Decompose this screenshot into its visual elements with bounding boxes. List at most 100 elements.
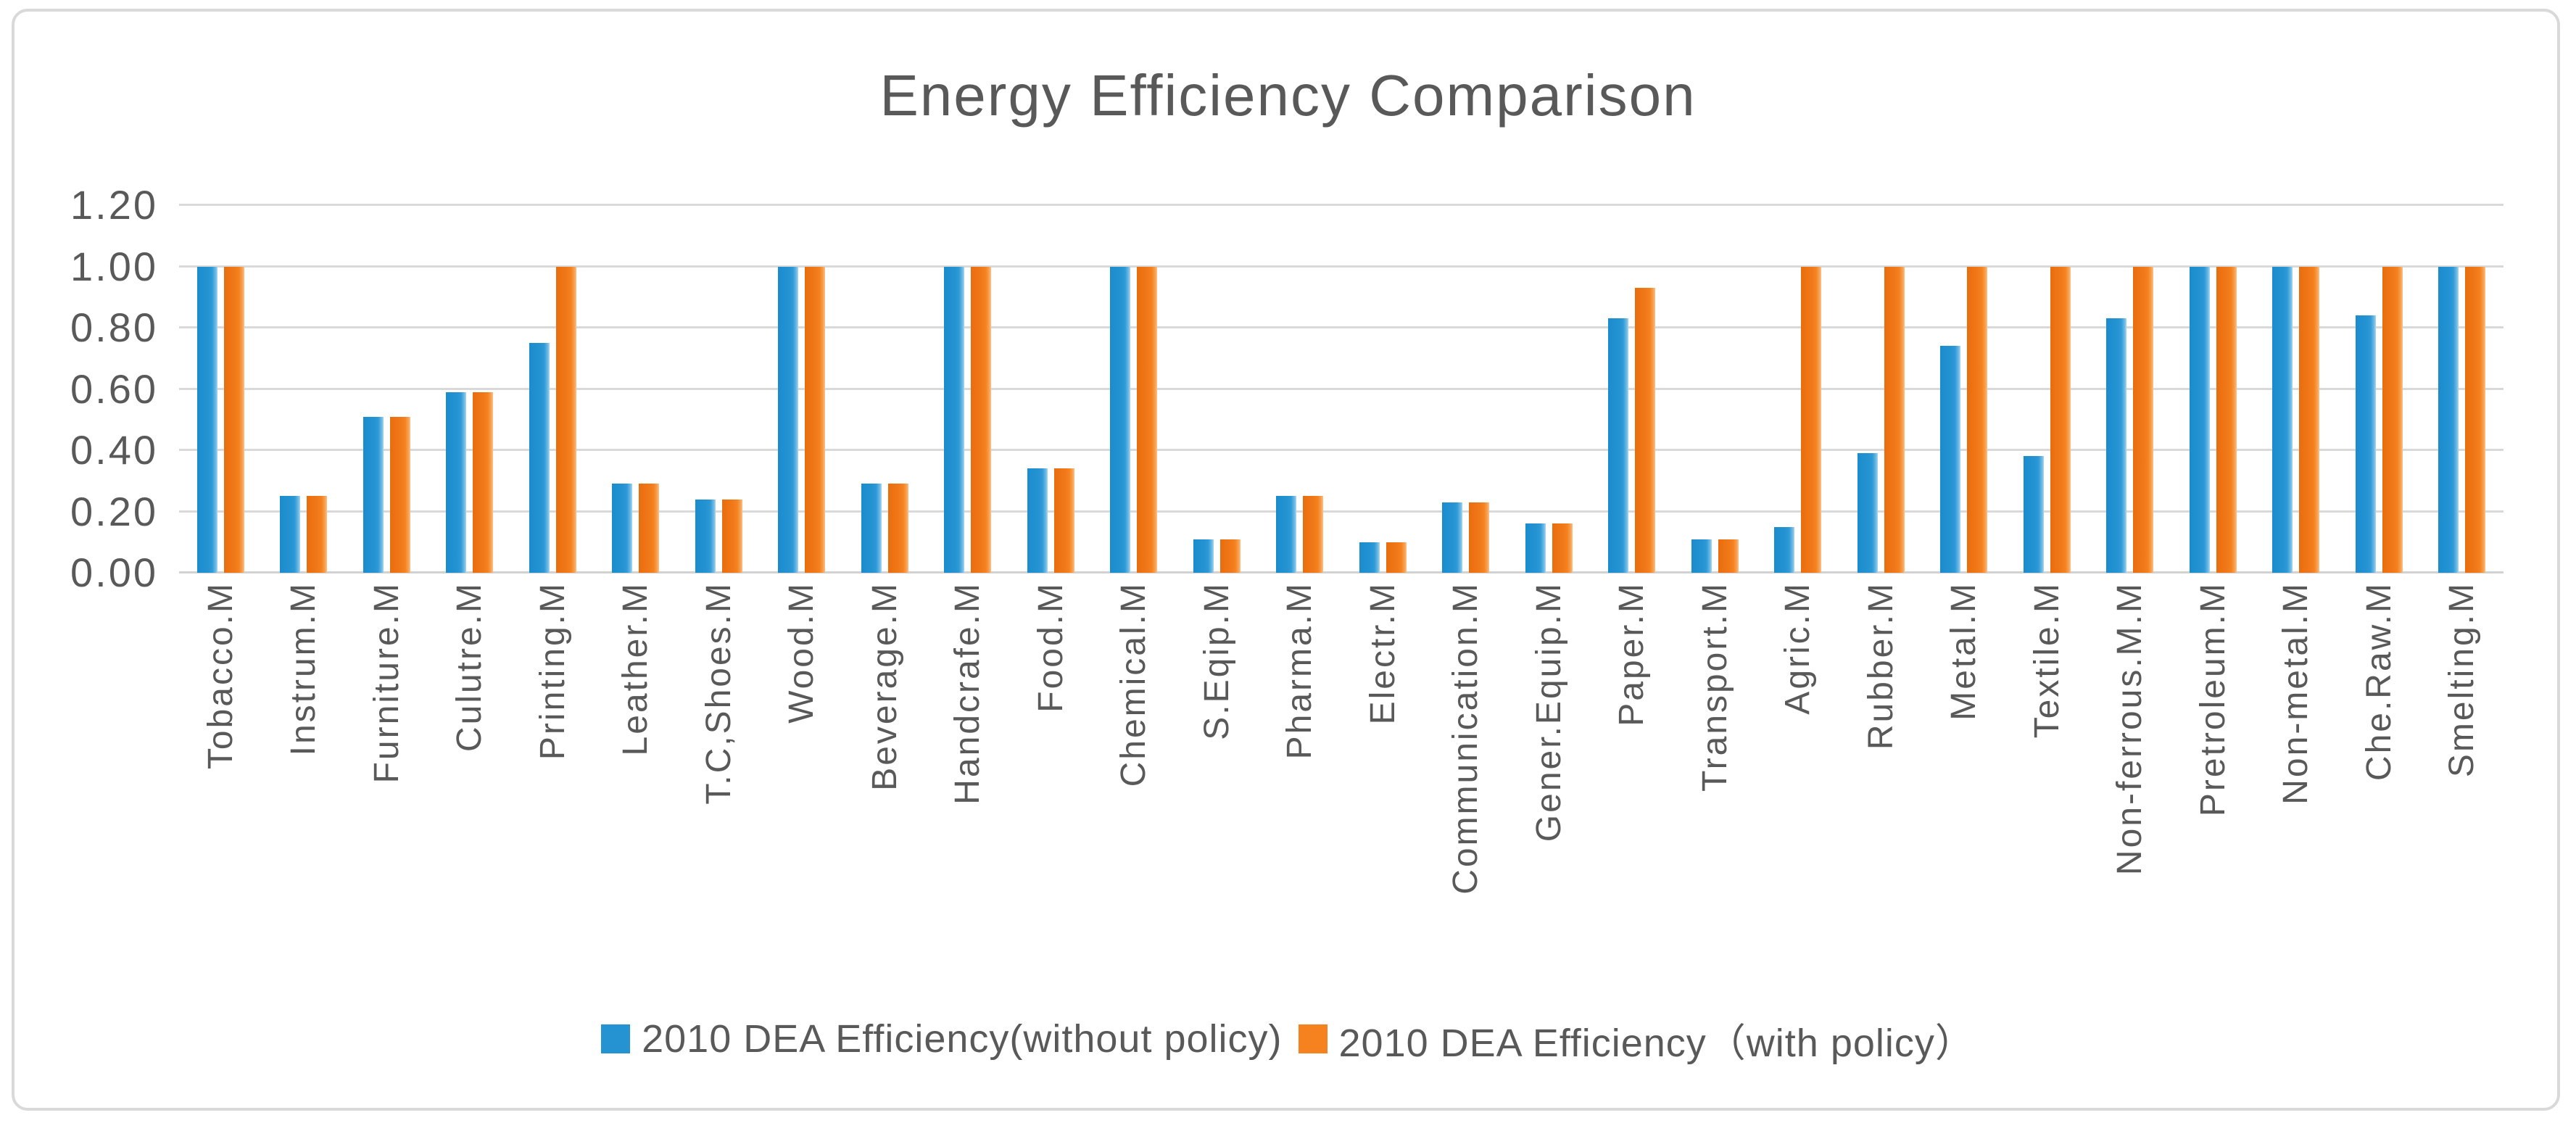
x-axis-label: Pretroleum.M — [2193, 581, 2232, 817]
x-axis-cell: Handcrafe.M — [927, 581, 1010, 922]
bar-group — [1673, 205, 1757, 573]
x-axis-label: Chemical.M — [1114, 581, 1154, 787]
bar-with-policy — [971, 266, 992, 573]
x-axis-labels: Tobacco.M Instrum.M Furniture.M Culutre.M Pr… — [179, 581, 2503, 922]
x-axis-label: Che.Raw.M — [2359, 581, 2398, 782]
gridline-0.80 — [179, 326, 2503, 328]
x-axis-cell: Pretroleum.M — [2171, 581, 2255, 922]
bar-with-policy — [2133, 266, 2154, 573]
gridlines — [179, 204, 2503, 573]
legend-item-with-policy: 2010 DEA Efficiency（with policy） — [1298, 1011, 1975, 1068]
x-axis-label: Culutre.M — [450, 581, 489, 753]
bar-with-policy — [2050, 266, 2071, 573]
gridline-1.00 — [179, 265, 2503, 268]
bar-group — [843, 205, 927, 573]
x-axis-cell: Paper.M — [1591, 581, 1674, 922]
bar-without-policy — [2106, 318, 2127, 573]
bar-with-policy — [2216, 266, 2237, 573]
legend-label-without-policy: 2010 DEA Efficiency(without policy) — [642, 1017, 1283, 1061]
bar-without-policy — [2023, 456, 2044, 573]
x-axis-cell: Metal.M — [1923, 581, 2006, 922]
bar-group — [511, 205, 595, 573]
bar-with-policy — [1801, 266, 1822, 573]
x-axis-cell: Smelting.M — [2421, 581, 2504, 922]
x-axis-cell: Electr.M — [1341, 581, 1425, 922]
bar-with-policy — [1137, 266, 1158, 573]
bar-without-policy — [612, 484, 633, 573]
bar-without-policy — [1608, 318, 1629, 573]
bar-without-policy — [529, 343, 550, 573]
bar-with-policy — [721, 499, 742, 573]
x-axis-cell: Tobacco.M — [179, 581, 262, 922]
bar-without-policy — [1193, 539, 1214, 573]
plot-area — [179, 205, 2503, 573]
x-axis-cell: T.C,Shoes.M — [677, 581, 761, 922]
bar-group — [2255, 205, 2338, 573]
bar-group — [927, 205, 1010, 573]
x-axis-label: T.C,Shoes.M — [699, 581, 738, 805]
bar-with-policy — [1884, 266, 1905, 573]
bar-without-policy — [196, 266, 218, 573]
bar-without-policy — [861, 484, 882, 573]
bar-without-policy — [1857, 453, 1878, 573]
bar-without-policy — [2355, 315, 2376, 573]
x-axis-label: Furniture.M — [367, 581, 406, 784]
gridline-1.20 — [179, 204, 2503, 206]
bar-group — [1341, 205, 1425, 573]
x-axis-cell: S.Eqip.M — [1175, 581, 1259, 922]
bar-without-policy — [2438, 266, 2459, 573]
x-axis-cell: Che.Raw.M — [2337, 581, 2421, 922]
bar-group — [1009, 205, 1093, 573]
x-axis-label: Pharma.M — [1280, 581, 1320, 760]
bar-with-policy — [473, 392, 494, 573]
bar-with-policy — [2382, 266, 2403, 573]
bar-with-policy — [1469, 502, 1490, 573]
x-axis-cell: Non-metal.M — [2255, 581, 2338, 922]
bar-without-policy — [2272, 266, 2293, 573]
bar-with-policy — [2299, 266, 2320, 573]
bar-group — [179, 205, 262, 573]
y-tick-label: 0.60 — [70, 365, 158, 412]
x-axis-cell: Agric.M — [1757, 581, 1840, 922]
bar-with-policy — [307, 496, 328, 573]
bar-without-policy — [778, 266, 799, 573]
bar-with-policy — [1635, 288, 1656, 573]
bar-group — [1259, 205, 1342, 573]
x-axis-label: Wood.M — [782, 581, 821, 724]
bar-without-policy — [1691, 539, 1712, 573]
bar-without-policy — [1525, 523, 1546, 573]
bar-without-policy — [944, 266, 965, 573]
bar-group — [2005, 205, 2089, 573]
bar-with-policy — [1967, 266, 1988, 573]
x-axis-cell: Gener.Equip.M — [1507, 581, 1591, 922]
x-axis-label: Tobacco.M — [201, 581, 240, 770]
legend-label-with-policy: 2010 DEA Efficiency（with policy） — [1338, 1021, 1975, 1065]
bar-without-policy — [1774, 526, 1795, 573]
x-axis-label: Rubber.M — [1861, 581, 1900, 750]
bar-with-policy — [1718, 539, 1739, 573]
bar-group — [428, 205, 512, 573]
bar-group — [1757, 205, 1840, 573]
y-tick-label: 0.40 — [70, 427, 158, 473]
gridline-0.00 — [179, 571, 2503, 573]
x-axis-label: Paper.M — [1612, 581, 1652, 726]
bar-without-policy — [1027, 468, 1048, 573]
bar-with-policy — [389, 416, 410, 573]
y-tick-label: 0.80 — [70, 304, 158, 350]
x-axis-cell: Beverage.M — [843, 581, 927, 922]
x-axis-cell: Transport.M — [1673, 581, 1757, 922]
bar-without-policy — [695, 499, 716, 573]
y-tick-label: 1.00 — [70, 243, 158, 289]
bar-without-policy — [2189, 266, 2210, 573]
x-axis-label: Electr.M — [1363, 581, 1402, 725]
y-tick-label: 0.00 — [70, 550, 158, 595]
x-axis-cell: Culutre.M — [428, 581, 512, 922]
bar-group — [595, 205, 678, 573]
bar-with-policy — [1552, 523, 1573, 573]
bar-with-policy — [555, 266, 576, 573]
bar-without-policy — [446, 392, 467, 573]
y-tick-label: 0.20 — [70, 488, 158, 534]
bar-without-policy — [363, 416, 384, 573]
bar-without-policy — [1940, 346, 1961, 573]
x-axis-cell: Chemical.M — [1093, 581, 1176, 922]
